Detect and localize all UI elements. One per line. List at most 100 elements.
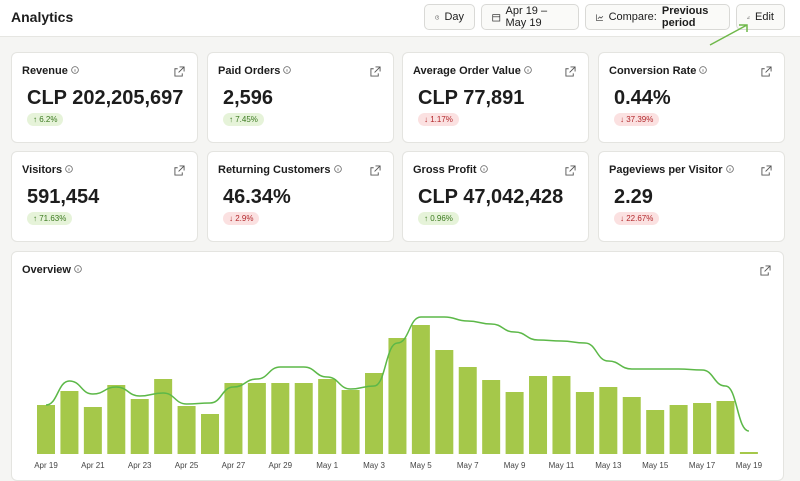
metric-value: 2.29 (614, 186, 653, 208)
overview-chart: Apr 19 Apr 21 Apr 23 Apr 25 Apr 27 Apr 29 May … (34, 316, 763, 470)
metric-label: Revenue (22, 65, 79, 77)
metric-card: Gross Profit CLP 47,042,428 ↑ 0.96% (402, 151, 589, 242)
x-tick-label: May 1 (316, 461, 338, 470)
metric-label: Average Order Value (413, 65, 532, 77)
metric-label: Gross Profit (413, 164, 488, 176)
title: Analytics (11, 9, 74, 25)
bar (201, 414, 220, 454)
x-tick-label: May 13 (595, 461, 622, 470)
period-button[interactable]: Day (424, 4, 475, 30)
period: Day (444, 11, 464, 23)
metric-card: Revenue CLP 202,205,697 ↑ 6.2% (11, 52, 198, 143)
metric-value: CLP 77,891 (418, 87, 525, 109)
overview-card: Overview Apr 19 Apr 21 Apr 23 Apr 25 Apr 27 A… (11, 251, 784, 481)
x-tick-label: May 19 (736, 461, 763, 470)
x-tick-label: Apr 19 (34, 461, 58, 470)
bar (224, 383, 243, 454)
x-tick-label: May 9 (504, 461, 526, 470)
bar (739, 452, 758, 454)
bar (646, 410, 665, 454)
metric-change: ↑ 6.2% (27, 113, 64, 126)
bar (83, 407, 102, 454)
metric-card: Returning Customers 46.34% ↓ 2.9% (207, 151, 394, 242)
overview-title: Overview (22, 264, 82, 276)
bar (411, 325, 430, 454)
bar (716, 401, 735, 454)
bar (37, 405, 55, 454)
metric-change: ↓ 1.17% (418, 113, 459, 126)
x-tick-label: Apr 29 (269, 461, 293, 470)
bar (271, 383, 290, 454)
external-link[interactable] (565, 165, 576, 176)
external-link[interactable] (370, 66, 381, 77)
x-tick-label: Apr 21 (81, 461, 105, 470)
bar (669, 405, 688, 454)
x-tick-label: Apr 25 (175, 461, 199, 470)
bar (458, 367, 477, 454)
bar (60, 391, 79, 454)
x-tick-label: May 3 (363, 461, 385, 470)
bar (294, 383, 313, 454)
compare-value: Previous period (661, 5, 709, 29)
bar (529, 376, 548, 454)
bar (622, 397, 641, 454)
metric-value: 0.44% (614, 87, 671, 109)
metric-change: ↑ 71.63% (27, 212, 73, 225)
metric-change: ↓ 2.9% (223, 212, 260, 225)
external-link[interactable] (760, 265, 771, 276)
header: Analytics Day Apr 19 – May 19 Compare: Pr… (0, 0, 800, 37)
metric-change: ↓ 22.67% (614, 212, 660, 225)
bar (575, 392, 594, 454)
metric-value: CLP 47,042,428 (418, 186, 564, 208)
range: Apr 19 – May 19 (505, 5, 548, 29)
bar (482, 380, 501, 454)
metric-card: Paid Orders 2,596 ↑ 7.45% (207, 52, 394, 143)
metric-value: 46.34% (223, 186, 291, 208)
x-tick-label: May 7 (457, 461, 479, 470)
metric-card: Pageviews per Visitor 2.29 ↓ 22.67% (598, 151, 785, 242)
external-link[interactable] (761, 66, 772, 77)
range-button[interactable]: Apr 19 – May 19 (481, 4, 579, 30)
metric-label: Paid Orders (218, 65, 292, 77)
bar (341, 390, 360, 454)
bar (130, 399, 149, 454)
bar (599, 387, 618, 454)
bar (552, 376, 571, 454)
bar (693, 403, 712, 454)
bar (247, 383, 266, 454)
external-link[interactable] (174, 165, 185, 176)
metric-card: Conversion Rate 0.44% ↓ 37.39% (598, 52, 785, 143)
x-tick-label: Apr 23 (128, 461, 152, 470)
metric-value: CLP 202,205,697 (27, 87, 184, 109)
bar (435, 350, 454, 454)
external-link[interactable] (370, 165, 381, 176)
bar (505, 392, 524, 454)
metric-change: ↑ 0.96% (418, 212, 459, 225)
metric-label: Returning Customers (218, 164, 342, 176)
bar (107, 385, 126, 454)
bar (388, 338, 407, 454)
annotation-arrow (709, 24, 748, 46)
x-tick-label: May 15 (642, 461, 669, 470)
metric-label: Visitors (22, 164, 73, 176)
compare-label: Compare: (608, 11, 657, 23)
x-tick-label: May 5 (410, 461, 432, 470)
metric-label: Pageviews per Visitor (609, 164, 734, 176)
metric-label: Conversion Rate (609, 65, 708, 77)
metric-change: ↑ 7.45% (223, 113, 264, 126)
external-link[interactable] (174, 66, 185, 77)
metric-value: 591,454 (27, 186, 100, 208)
x-tick-label: Apr 27 (222, 461, 246, 470)
external-link[interactable] (761, 165, 772, 176)
x-tick-label: May 17 (689, 461, 716, 470)
bar (177, 406, 196, 454)
external-link[interactable] (565, 66, 576, 77)
edit: Edit (755, 11, 774, 23)
metric-change: ↓ 37.39% (614, 113, 660, 126)
metric-card: Average Order Value CLP 77,891 ↓ 1.17% (402, 52, 589, 143)
compare-button[interactable]: Compare: Previous period (585, 4, 730, 30)
bar (365, 373, 384, 454)
x-tick-label: May 11 (549, 461, 575, 470)
metric-card: Visitors 591,454 ↑ 71.63% (11, 151, 198, 242)
